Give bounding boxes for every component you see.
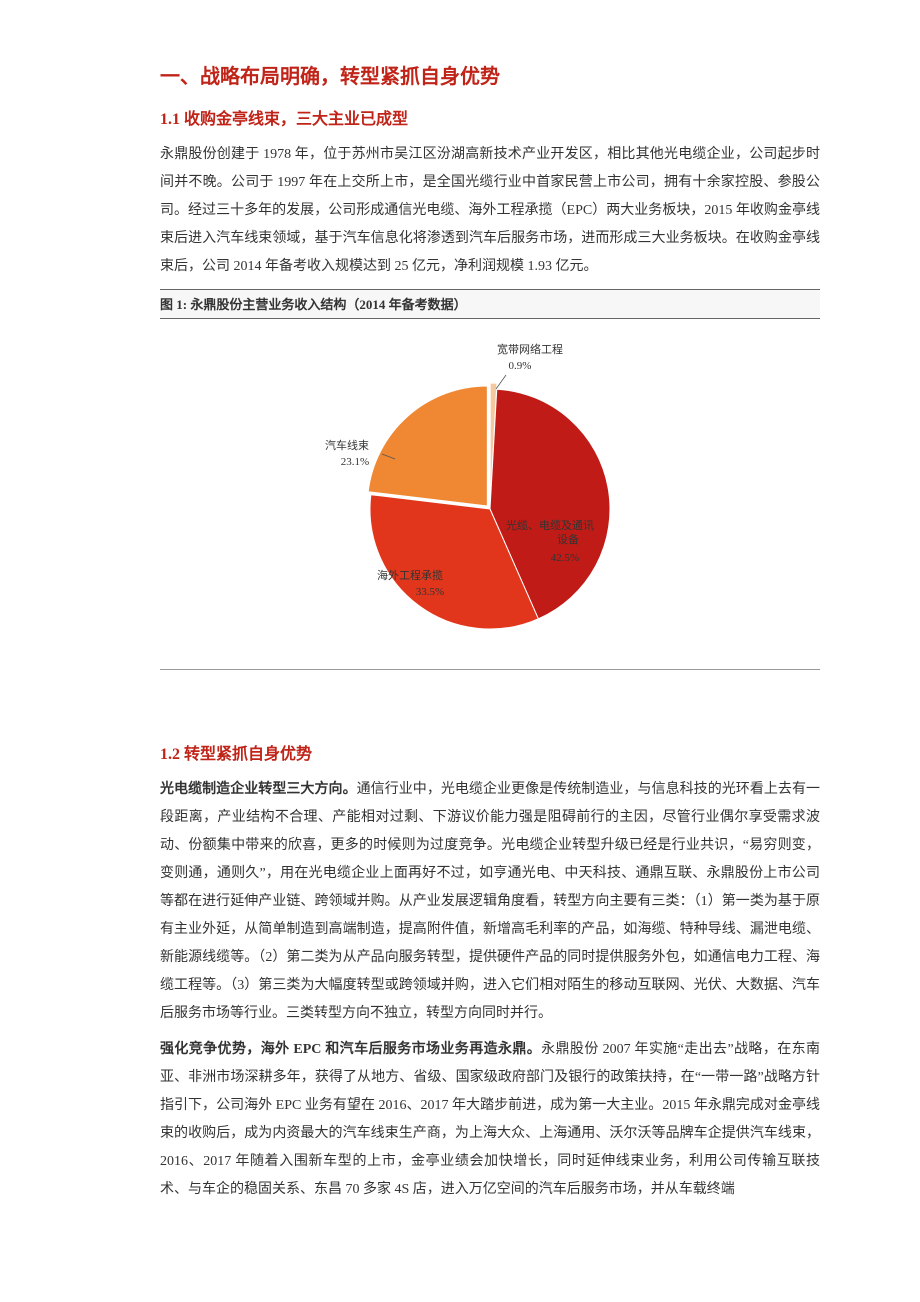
para-1-2a-body: 通信行业中，光电缆企业更像是传统制造业，与信息科技的光环看上去有一段距离，产业结… (160, 782, 820, 1021)
paragraph-1-2b: 强化竞争优势，海外 EPC 和汽车后服务市场业务再造永鼎。永鼎股份 2007 年… (160, 1036, 820, 1204)
paragraph-1-1: 永鼎股份创建于 1978 年，位于苏州市吴江区汾湖高新技术产业开发区，相比其他光… (160, 141, 820, 281)
paragraph-1-2a: 光电缆制造企业转型三大方向。通信行业中，光电缆企业更像是传统制造业，与信息科技的… (160, 776, 820, 1028)
figure-1-caption: 图 1: 永鼎股份主营业务收入结构（2014 年备考数据） (160, 297, 467, 312)
pie-pct: 42.5% (551, 552, 579, 564)
pie-label: 光缆、电缆及通讯 (506, 518, 594, 532)
pie-pct: 33.5% (416, 586, 444, 598)
subsection-heading-1-2: 1.2 转型紧抓自身优势 (160, 740, 820, 764)
figure-1-chart: 宽带网络工程 0.9% 光缆、电缆及通讯设备 42.5% 海外工程承揽 33.5% 汽车线束… (160, 329, 820, 670)
pie-label: 海外工程承揽 (377, 568, 443, 582)
para-1-2b-lead: 强化竞争优势，海外 EPC 和汽车后服务市场业务再造永鼎。 (160, 1042, 541, 1057)
pie-label: 汽车线束 (325, 438, 369, 452)
figure-caption-row: 图 1: 永鼎股份主营业务收入结构（2014 年备考数据） (160, 289, 820, 319)
pie-leader (496, 375, 506, 389)
pie-chart-svg: 宽带网络工程 0.9% 光缆、电缆及通讯设备 42.5% 海外工程承揽 33.5% 汽车线束… (290, 339, 690, 649)
pie-label: 设备 (557, 532, 579, 546)
pie-slice (368, 386, 487, 506)
section-heading-1: 一、战略布局明确，转型紧抓自身优势 (160, 60, 820, 89)
pie-pct: 0.9% (509, 360, 532, 372)
para-1-2b-body: 永鼎股份 2007 年实施“走出去”战略，在东南亚、非洲市场深耕多年，获得了从地… (160, 1042, 820, 1197)
pie-label: 宽带网络工程 (497, 342, 563, 356)
para-1-2a-lead: 光电缆制造企业转型三大方向。 (160, 782, 357, 797)
pie-pct: 23.1% (341, 456, 369, 468)
subsection-heading-1-1: 1.1 收购金亭线束，三大主业已成型 (160, 105, 820, 129)
